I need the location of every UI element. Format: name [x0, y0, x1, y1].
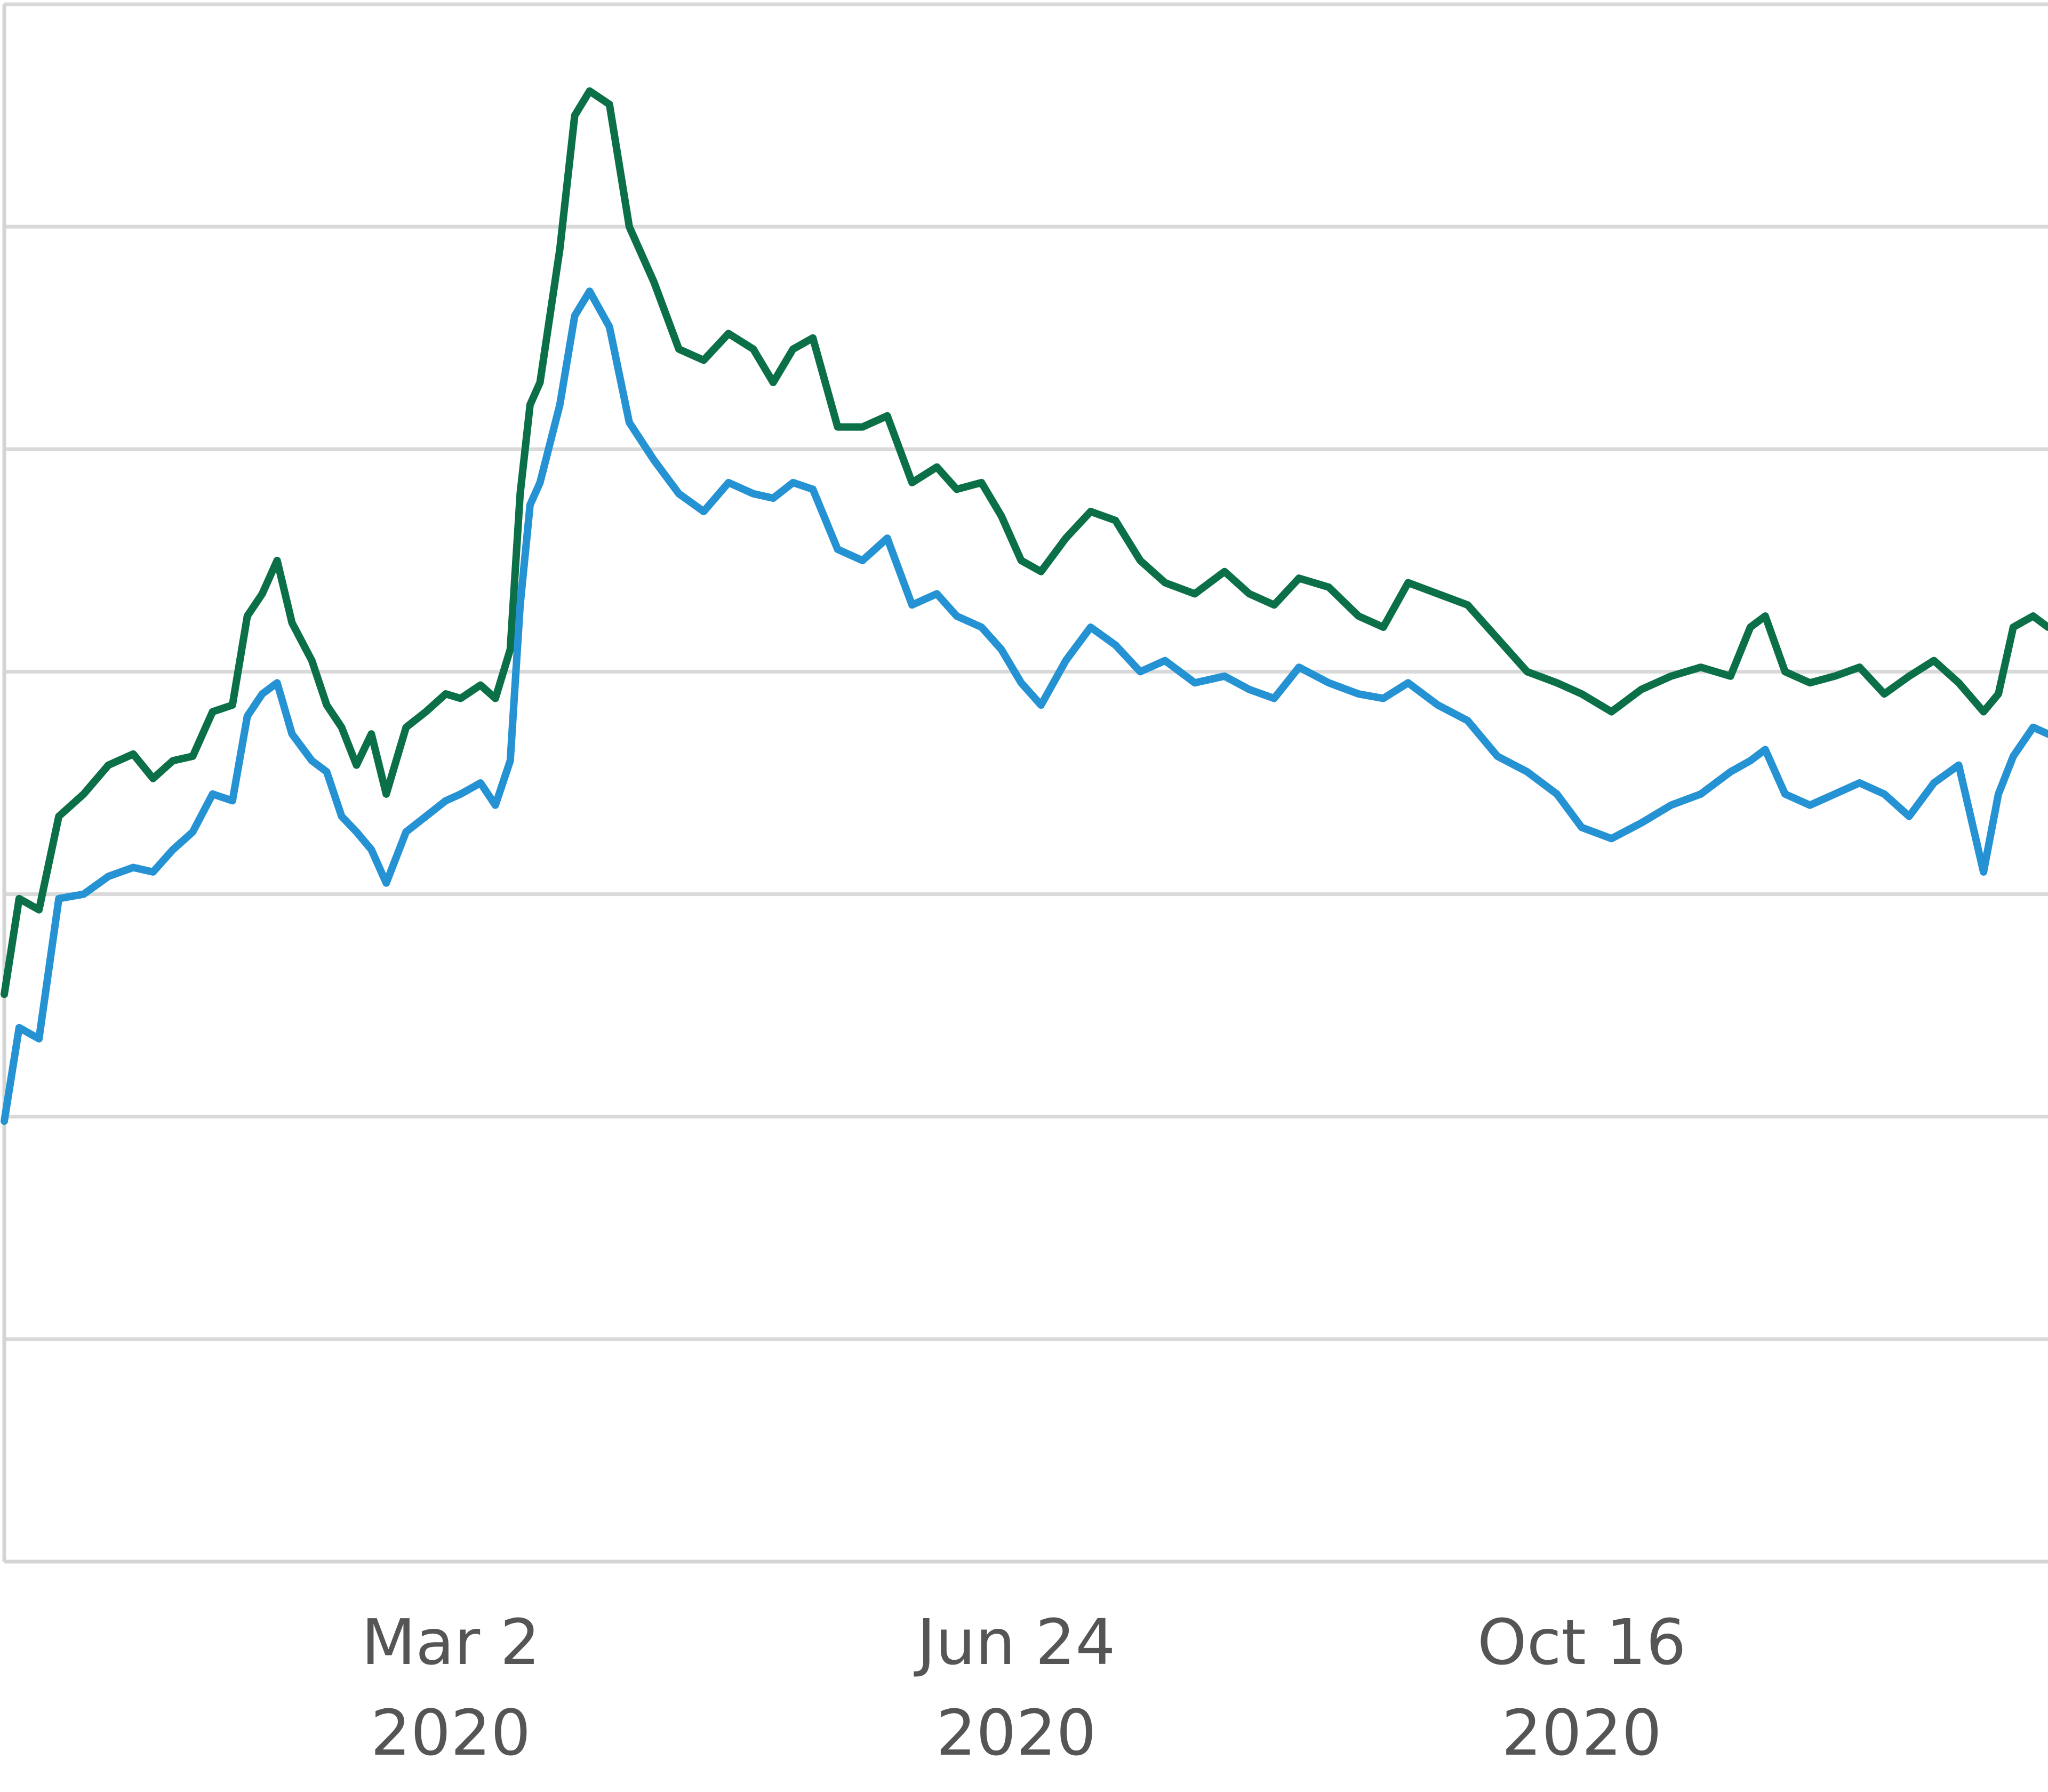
x-tick-labels: Mar 2 2020 Jun 24 2020 Oct 16 2020	[361, 1605, 1686, 1770]
axes	[2, 4, 2048, 1564]
x-tick-3: Oct 16 2020	[1477, 1605, 1686, 1770]
gridlines	[4, 2, 2048, 1341]
x-tick-1: Mar 2 2020	[361, 1605, 540, 1770]
series-line-2	[1, 287, 2048, 1125]
series-lines	[1, 87, 2048, 1125]
x-tick-label-line2: 2020	[1502, 1696, 1662, 1770]
x-tick-label-line1: Jun 24	[913, 1605, 1115, 1679]
x-tick-label-line2: 2020	[371, 1696, 531, 1770]
x-tick-label-line1: Mar 2	[361, 1605, 540, 1679]
series-line-1	[1, 87, 2048, 998]
x-tick-label-line1: Oct 16	[1477, 1605, 1686, 1679]
x-tick-label-line2: 2020	[936, 1696, 1096, 1770]
x-tick-2: Jun 24 2020	[913, 1605, 1115, 1770]
